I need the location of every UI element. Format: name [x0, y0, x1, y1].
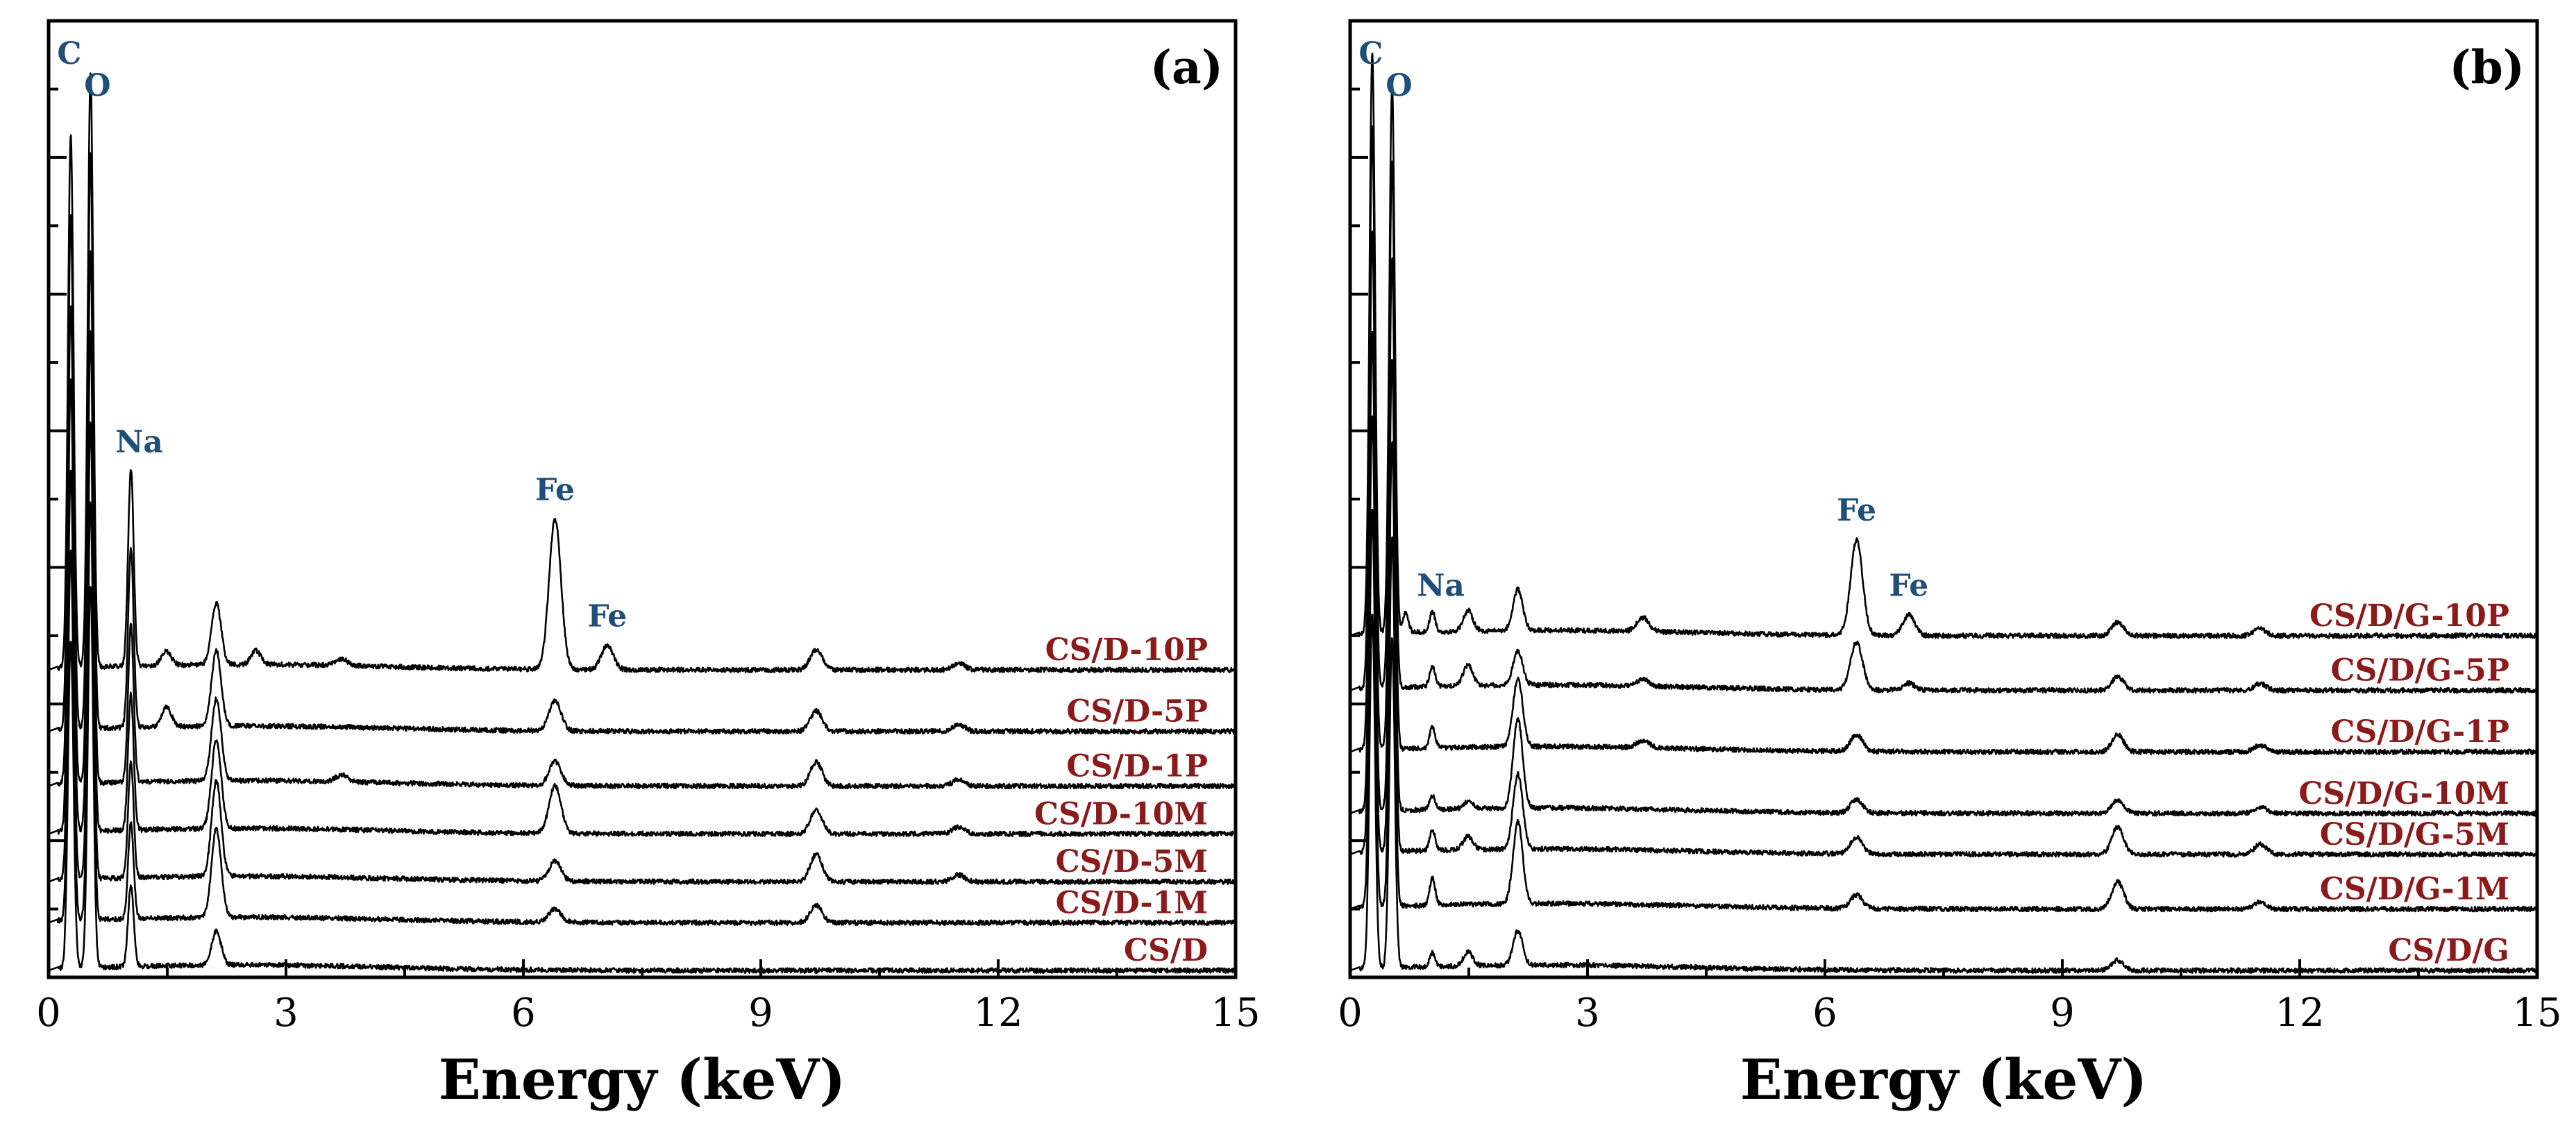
panel-b: 0 3 6 9 12 15 Energy (keV) (b) CS/D/G-10P CS/D/G-…: [1338, 19, 2562, 1112]
series-label: CS/D/G-1M: [2320, 872, 2509, 907]
panel-label: (a): [1150, 40, 1223, 94]
peak-label: Na: [1417, 568, 1465, 603]
x-tick-label: 6: [1812, 991, 1837, 1036]
series-group: [1350, 52, 2537, 974]
peak-label: O: [84, 68, 110, 103]
peak-label: Fe: [1889, 568, 1928, 603]
x-tick-label: 9: [2050, 991, 2075, 1036]
x-axis-title: Energy (keV): [439, 1047, 846, 1112]
x-tick-label: 0: [1338, 991, 1363, 1036]
series-label: CS/D-10M: [1034, 796, 1208, 832]
panel-label: (b): [2449, 40, 2525, 94]
x-tick-label: 15: [1211, 991, 1260, 1036]
x-tick-label: 12: [973, 991, 1022, 1036]
peak-label: Na: [115, 425, 163, 460]
x-tick-label: 12: [2275, 991, 2324, 1036]
series-label: CS/D/G-10P: [2309, 598, 2509, 634]
series-label: CS/D-1M: [1056, 885, 1208, 920]
peak-label: Fe: [1837, 493, 1876, 528]
series-line-CS/D-1P: [49, 250, 1236, 790]
peak-label: C: [1358, 36, 1383, 71]
x-axis-title: Energy (keV): [1740, 1047, 2148, 1112]
series-label: CS/D/G-10M: [2298, 776, 2509, 811]
series-line-CS/D-10M: [49, 330, 1236, 837]
series-line-CS/D/G: [1350, 614, 2537, 974]
series-label: CS/D/G-5M: [2320, 817, 2509, 852]
peak-label: O: [1386, 68, 1412, 103]
series-line-CS/D-5M: [49, 421, 1236, 885]
series-line-CS/D/G-10M: [1350, 330, 2537, 817]
series-label: CS/D: [1124, 933, 1208, 968]
x-tick-label: 15: [2512, 991, 2561, 1036]
series-group: [49, 72, 1236, 974]
series-label: CS/D-5M: [1056, 844, 1208, 879]
series-label: CS/D/G-1P: [2331, 714, 2509, 750]
series-line-CS/D/G-1M: [1350, 508, 2537, 913]
series-line-CS/D/G-10P: [1350, 52, 2537, 639]
series-label: CS/D/G: [2388, 933, 2509, 968]
series-label: CS/D-1P: [1066, 748, 1208, 784]
x-tick-label: 0: [36, 991, 61, 1036]
peak-label: C: [57, 36, 81, 71]
x-tick-label: 9: [748, 991, 773, 1036]
series-line-CS/D-1M: [49, 501, 1236, 926]
series-label: CS/D/G-5P: [2331, 653, 2509, 689]
series-line-CS/D: [49, 586, 1236, 974]
peak-label: Fe: [587, 599, 627, 634]
x-tick-label: 3: [1575, 991, 1600, 1036]
series-line-CS/D-5P: [49, 152, 1236, 735]
series-label: CS/D-5P: [1066, 694, 1208, 730]
x-tick-label: 3: [273, 991, 298, 1036]
peak-label: Fe: [535, 473, 575, 508]
series-line-CS/D/G-1P: [1350, 230, 2537, 755]
series-line-CS/D/G-5P: [1350, 125, 2537, 694]
series-label: CS/D-10P: [1045, 632, 1208, 668]
panel-a: 0 3 6 9 12 15 Energy (keV) (a) CS/D-10P CS/D-5P CS…: [36, 19, 1261, 1112]
series-line-CS/D-10P: [49, 72, 1236, 673]
series-line-CS/D/G-5M: [1350, 415, 2537, 858]
x-tick-label: 6: [511, 991, 536, 1036]
